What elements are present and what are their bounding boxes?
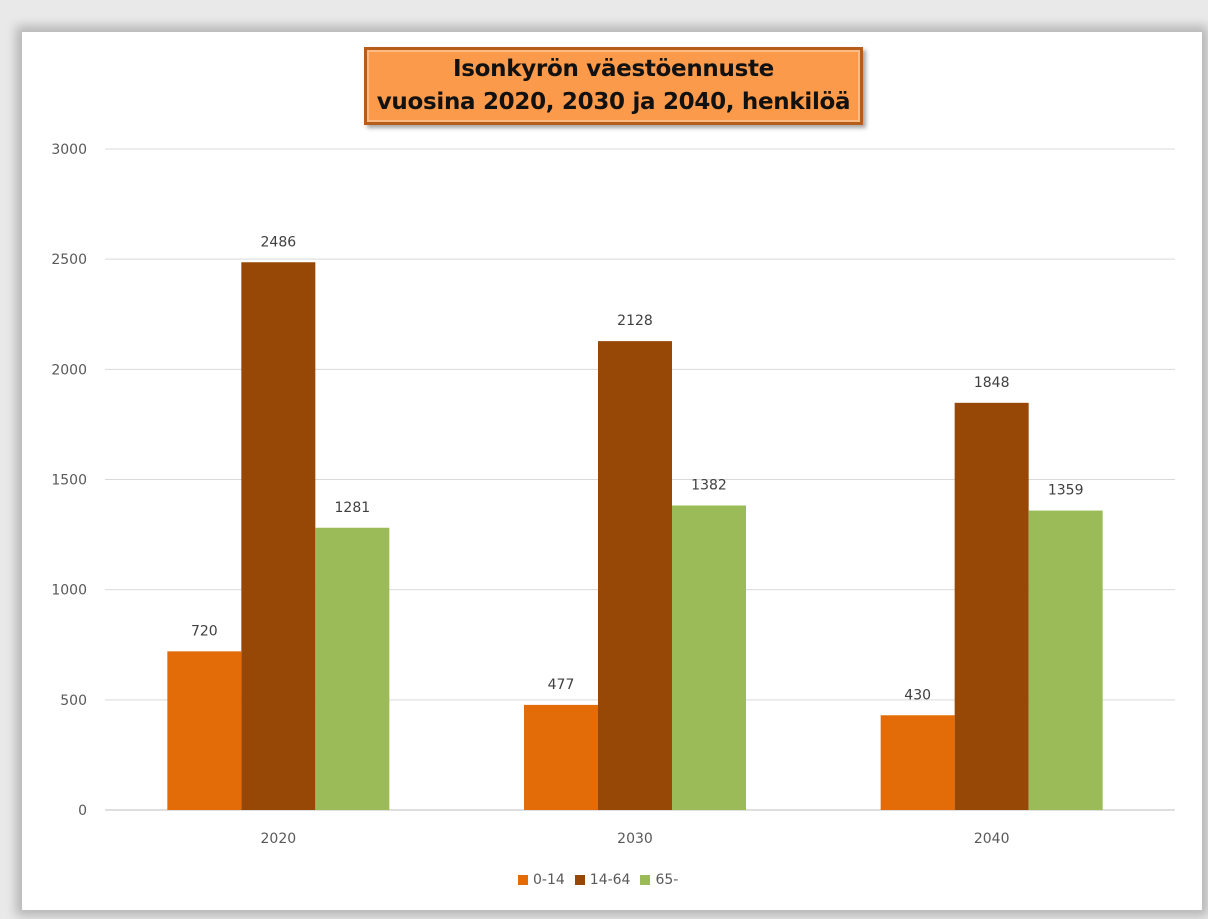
data-label: 1359 [1048,483,1084,499]
bar-14-64-2020 [241,262,316,810]
y-tick-label: 2500 [51,252,87,268]
data-label: 1382 [691,477,727,493]
legend-swatch [518,875,528,885]
chart-title-line-1: Isonkyrön väestöennuste [453,56,774,82]
chart-title-line-2: vuosina 2020, 2030 ja 2040, henkilöä [376,89,851,115]
bar-0-14-2030 [524,704,598,810]
legend-label: 65- [655,872,679,888]
bar-65--2030 [672,505,746,810]
legend-swatch [574,875,585,885]
y-tick-label: 1000 [51,583,87,599]
data-label: 477 [548,677,575,693]
y-tick-label: 0 [78,803,87,819]
bar-14-64-2040 [954,402,1029,810]
legend-label: 14-64 [589,872,631,888]
chart-legend: 0-14 14-64 65- [518,870,678,890]
bar-14-64-2030 [598,341,672,810]
data-label: 430 [904,687,931,703]
bar-65--2040 [1028,510,1103,810]
bar-65--2020 [315,527,390,810]
data-label: 1848 [974,375,1010,391]
data-label: 1281 [335,500,371,516]
bar-0-14-2040 [880,715,955,810]
chart-title-box: Isonkyrön väestöennuste vuosina 2020, 20… [364,47,863,125]
data-label: 720 [191,623,218,639]
y-tick-label: 500 [60,693,87,709]
x-tick-label: 2030 [617,831,653,847]
legend-label: 0-14 [533,872,565,888]
bar-0-14-2020 [167,651,242,810]
legend-item: 14-64 [574,872,631,888]
legend-item: 65- [640,872,678,888]
legend-swatch [640,875,651,885]
y-tick-label: 3000 [51,142,87,158]
x-tick-label: 2040 [974,831,1010,847]
x-tick-label: 2020 [261,831,297,847]
y-tick-label: 2000 [51,362,87,378]
data-label: 2486 [261,234,297,250]
y-tick-label: 1500 [51,473,87,489]
legend-item: 0-14 [518,872,565,888]
data-label: 2128 [617,313,653,329]
